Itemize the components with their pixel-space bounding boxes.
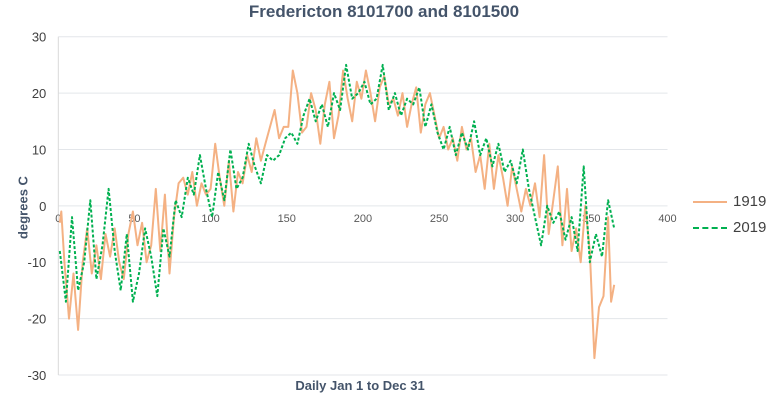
legend-label-1919: 1919 xyxy=(733,193,767,210)
legend-item-1919: 1919 xyxy=(693,193,766,210)
x-tick-label: 0 xyxy=(55,213,61,225)
x-tick-label: 150 xyxy=(278,213,296,225)
x-tick-label: 250 xyxy=(430,213,448,225)
x-tick-label: 100 xyxy=(201,213,219,225)
y-tick-label: 0 xyxy=(39,199,46,214)
y-tick-label: 10 xyxy=(32,142,46,157)
chart-title: Fredericton 8101700 and 8101500 xyxy=(248,2,520,21)
x-axis-label: Daily Jan 1 to Dec 31 xyxy=(295,378,425,393)
y-tick-label: -20 xyxy=(28,312,47,327)
y-tick-label: -10 xyxy=(28,255,47,270)
x-tick-label: 400 xyxy=(658,213,676,225)
legend-label-2019: 2019 xyxy=(733,219,767,236)
series-line-1919 xyxy=(58,69,616,360)
legend-swatch-2019 xyxy=(693,226,727,229)
y-tick-label: 30 xyxy=(32,30,46,45)
legend-swatch-1919 xyxy=(693,200,727,203)
y-tick-label: 20 xyxy=(32,86,46,101)
x-tick-label: 300 xyxy=(506,213,524,225)
y-tick-label: -30 xyxy=(28,368,47,383)
series-line-2019 xyxy=(58,63,616,303)
x-tick-label: 200 xyxy=(354,213,372,225)
legend-item-2019: 2019 xyxy=(693,219,766,236)
